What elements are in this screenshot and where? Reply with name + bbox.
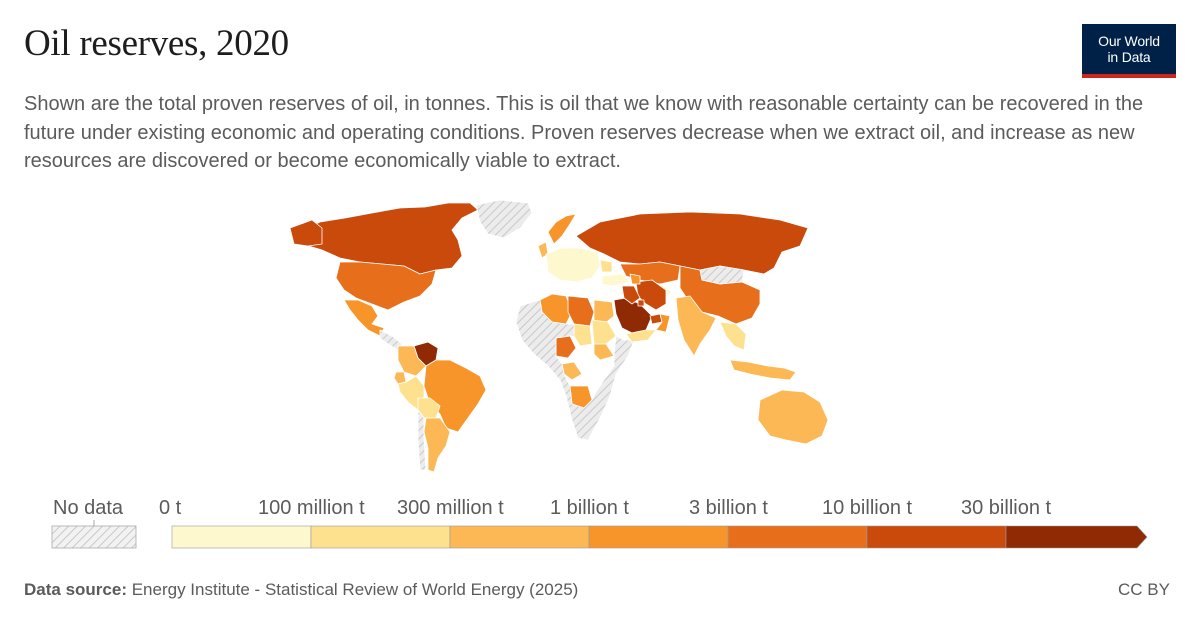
region-mexico[interactable] bbox=[343, 299, 385, 337]
region-colombia[interactable] bbox=[397, 345, 427, 377]
logo-line-2: in Data bbox=[1107, 49, 1151, 65]
legend-bin-6[interactable] bbox=[1005, 525, 1148, 549]
region-azerbaijan[interactable] bbox=[629, 273, 641, 285]
region-romania[interactable] bbox=[599, 259, 613, 273]
region-south-sudan[interactable] bbox=[593, 343, 615, 361]
region-mongolia[interactable] bbox=[699, 265, 745, 285]
legend-no-data-label: No data bbox=[53, 497, 124, 519]
region-united-states[interactable] bbox=[335, 261, 437, 311]
logo-line-1: Our World bbox=[1098, 33, 1160, 49]
legend-tick-label: 1 billion t bbox=[550, 497, 629, 519]
region-egypt[interactable] bbox=[593, 299, 615, 325]
owid-logo[interactable]: Our World in Data bbox=[1082, 24, 1176, 78]
legend-bin-4[interactable] bbox=[727, 525, 868, 549]
region-chad[interactable] bbox=[573, 323, 593, 347]
region-nigeria[interactable] bbox=[555, 335, 577, 359]
region-turkey[interactable] bbox=[601, 273, 631, 287]
region-indonesia[interactable] bbox=[729, 359, 797, 381]
region-chile[interactable] bbox=[417, 409, 427, 471]
region-libya[interactable] bbox=[567, 295, 595, 327]
region-oman[interactable] bbox=[655, 313, 671, 333]
chart-title: Oil reserves, 2020 bbox=[24, 23, 289, 64]
legend-bin-2[interactable] bbox=[449, 525, 590, 549]
legend-tick-label: 10 billion t bbox=[822, 497, 913, 519]
region-western-europe[interactable] bbox=[545, 247, 601, 283]
data-source-label: Data source: bbox=[24, 580, 127, 599]
region-iraq[interactable] bbox=[621, 285, 641, 305]
region-kuwait[interactable] bbox=[637, 299, 645, 307]
no-data-swatch bbox=[51, 525, 137, 549]
region-alaska-united-states[interactable] bbox=[289, 219, 323, 247]
legend-tick-label: 100 million t bbox=[258, 497, 365, 519]
legend-tick-label: 30 billion t bbox=[961, 497, 1052, 519]
region-southeast-asia[interactable] bbox=[719, 321, 747, 351]
legend-bin-5[interactable] bbox=[866, 525, 1007, 549]
legend-tick-label: 3 billion t bbox=[689, 497, 768, 519]
region-yemen[interactable] bbox=[625, 329, 657, 343]
legend-bin-0[interactable] bbox=[171, 525, 312, 549]
region-india[interactable] bbox=[675, 295, 717, 357]
legend-tick-label: 300 million t bbox=[397, 497, 504, 519]
region-rest-of-africa[interactable] bbox=[515, 299, 635, 441]
legend-bin-1[interactable] bbox=[310, 525, 451, 549]
region-australia[interactable] bbox=[757, 389, 829, 445]
region-sudan[interactable] bbox=[591, 319, 617, 345]
data-source[interactable]: Data source: Energy Institute - Statisti… bbox=[24, 580, 578, 600]
license-label[interactable]: CC BY bbox=[1118, 580, 1170, 599]
region-greenland[interactable] bbox=[475, 199, 533, 239]
region-argentina[interactable] bbox=[423, 417, 451, 473]
legend-tick-label: 0 t bbox=[159, 497, 182, 519]
data-source-text: Energy Institute - Statistical Review of… bbox=[131, 580, 579, 599]
world-map bbox=[289, 199, 829, 473]
region-canada[interactable] bbox=[299, 202, 479, 275]
region-russia[interactable] bbox=[575, 211, 809, 275]
chart-subtitle: Shown are the total proven reserves of o… bbox=[24, 93, 1144, 172]
legend-bin-3[interactable] bbox=[588, 525, 729, 549]
region-norway[interactable] bbox=[547, 213, 577, 245]
